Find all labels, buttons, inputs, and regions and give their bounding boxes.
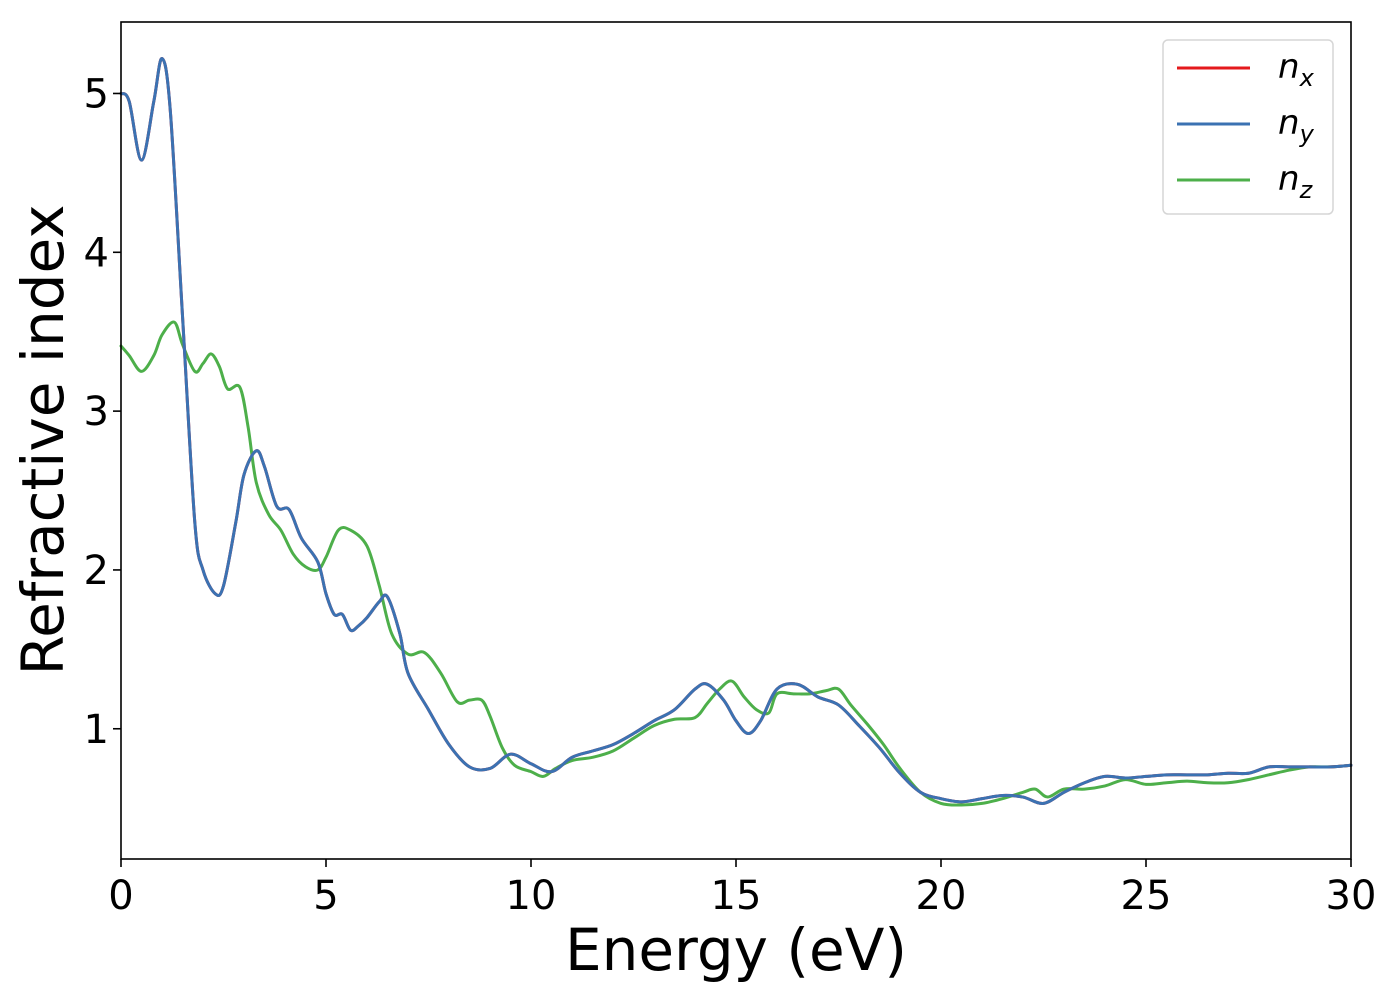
y-tick-label: 1 [84, 707, 109, 753]
y-tick-label: 2 [84, 548, 109, 594]
series-line-n-y [119, 57, 1353, 805]
x-tick-label: 20 [916, 873, 967, 919]
x-tick-label: 5 [313, 873, 338, 919]
x-axis: 0 5 10 15 20 25 30 [108, 859, 1376, 919]
legend-label-n-y: ny [1278, 103, 1315, 148]
x-axis-label: Energy (eV) [565, 916, 907, 984]
x-tick-label: 25 [1121, 873, 1172, 919]
x-tick-label: 15 [711, 873, 762, 919]
series-layer [119, 57, 1353, 807]
y-axis-label: Refractive index [9, 204, 77, 675]
y-axis: 1 2 3 4 5 [84, 71, 121, 753]
legend-box [1162, 39, 1334, 215]
legend: nx ny nz [1162, 39, 1334, 215]
x-tick-label: 30 [1326, 873, 1377, 919]
y-tick-label: 5 [84, 71, 109, 117]
legend-label-n-x: nx [1278, 47, 1315, 92]
y-tick-label: 3 [84, 389, 109, 435]
x-tick-label: 10 [506, 873, 557, 919]
legend-label-n-z: nz [1278, 159, 1314, 204]
y-tick-label: 4 [84, 230, 109, 276]
x-tick-label: 0 [108, 873, 133, 919]
